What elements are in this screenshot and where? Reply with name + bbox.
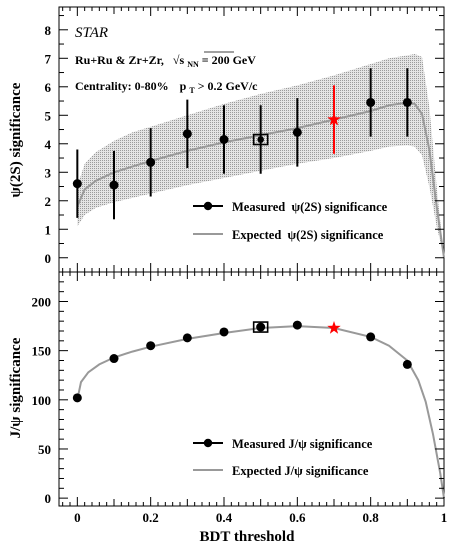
- jpsi-data-point: [366, 332, 376, 342]
- x-tick-label: 0.8: [363, 510, 380, 525]
- psi2s-selected-point: [257, 136, 264, 143]
- top-y-tick-label: 6: [45, 80, 52, 95]
- x-axis-title: BDT threshold: [200, 529, 296, 545]
- top-y-tick-label: 8: [45, 23, 52, 38]
- bottom-y-tick-label: 150: [32, 344, 52, 359]
- bottom-y-tick-label: 100: [32, 393, 52, 408]
- psi2s-data-point: [146, 157, 156, 167]
- energy-value: = 200 GeV: [202, 53, 256, 67]
- psi2s-data-point: [402, 97, 412, 107]
- energy-subscript: NN: [187, 60, 199, 69]
- bottom-y-axis-title: J/ψ significance: [8, 337, 24, 438]
- pt-symbol: p: [180, 79, 187, 93]
- jpsi-data-point: [146, 341, 156, 351]
- legend-measured-jpsi-label: Measured J/ψ significance: [232, 437, 373, 451]
- top-y-tick-label: 0: [45, 251, 52, 266]
- top-y-axis: 0 1 2 3 4 5 6 7 8: [45, 15, 444, 266]
- centrality-label: Centrality: 0-80% p T > 0.2 GeV/c: [75, 79, 258, 96]
- legend-expected-jpsi-label: Expected J/ψ significance: [232, 464, 369, 478]
- x-tick-label: 0.4: [216, 510, 233, 525]
- expected-jpsi-curve: [76, 325, 445, 499]
- measured-psi2s-points: [72, 68, 412, 220]
- top-legend: Measured ψ(2S) significance Expected ψ(2…: [193, 200, 388, 242]
- legend-measured-psi2s-label: Measured ψ(2S) significance: [232, 200, 388, 214]
- psi2s-data-point: [219, 135, 229, 144]
- bottom-y-tick-label: 50: [38, 442, 51, 457]
- top-y-tick-label: 1: [45, 222, 52, 237]
- pt-subscript: T: [189, 86, 195, 95]
- legend-measured-psi2s-marker: [203, 201, 213, 211]
- top-y-tick-label: 3: [45, 165, 52, 180]
- psi2s-red-star: [327, 112, 341, 126]
- pt-value: > 0.2 GeV/c: [198, 79, 258, 93]
- measured-jpsi-points: [72, 320, 412, 403]
- jpsi-data-point: [402, 359, 412, 369]
- bottom-panel-frame: [58, 271, 445, 507]
- bottom-y-axis: 0 50 100 150 200: [32, 281, 444, 506]
- bottom-highlight-markers: [252, 321, 341, 334]
- x-tick-label: 0.2: [143, 510, 159, 525]
- x-axis: 0 0.2 0.4 0.6 0.8 1: [62, 7, 448, 525]
- bottom-legend: Measured J/ψ significance Expected J/ψ s…: [193, 437, 373, 478]
- top-y-tick-label: 7: [45, 51, 52, 66]
- jpsi-data-point: [219, 327, 229, 337]
- x-tick-label: 0: [74, 510, 81, 525]
- jpsi-data-point: [182, 333, 192, 343]
- jpsi-data-point: [292, 320, 302, 330]
- collision-system-label: Ru+Ru & Zr+Zr, √s NN = 200 GeV: [75, 53, 256, 70]
- experiment-label: STAR: [75, 25, 108, 41]
- top-y-tick-label: 2: [45, 194, 52, 209]
- psi2s-data-point: [182, 129, 192, 139]
- energy-symbol: √s: [173, 53, 185, 67]
- top-y-tick-label: 4: [45, 137, 52, 152]
- legend-expected-psi2s-label: Expected ψ(2S) significance: [232, 228, 384, 242]
- system-text: Ru+Ru & Zr+Zr,: [75, 53, 164, 67]
- top-y-axis-title: ψ(2S) significance: [8, 82, 24, 197]
- x-tick-label: 0.6: [289, 510, 306, 525]
- jpsi-selected-square: [252, 321, 269, 333]
- jpsi-data-point: [109, 354, 119, 364]
- psi2s-selected-square: [252, 133, 269, 146]
- psi2s-data-point: [292, 127, 302, 137]
- top-highlight-markers: [252, 85, 341, 154]
- bottom-y-tick-label: 200: [32, 294, 52, 309]
- psi2s-data-point: [109, 180, 119, 190]
- psi2s-data-point: [72, 179, 82, 189]
- psi2s-data-point: [366, 97, 376, 107]
- expected-jpsi-line: [76, 325, 445, 499]
- jpsi-data-point: [256, 322, 266, 332]
- top-y-tick-label: 5: [45, 108, 52, 123]
- jpsi-data-point: [72, 393, 82, 403]
- jpsi-red-star: [327, 321, 341, 334]
- x-tick-label: 1: [441, 510, 448, 525]
- legend-measured-jpsi-marker: [203, 438, 213, 448]
- centrality-text: Centrality: 0-80%: [75, 79, 169, 93]
- bottom-y-tick-label: 0: [45, 491, 52, 506]
